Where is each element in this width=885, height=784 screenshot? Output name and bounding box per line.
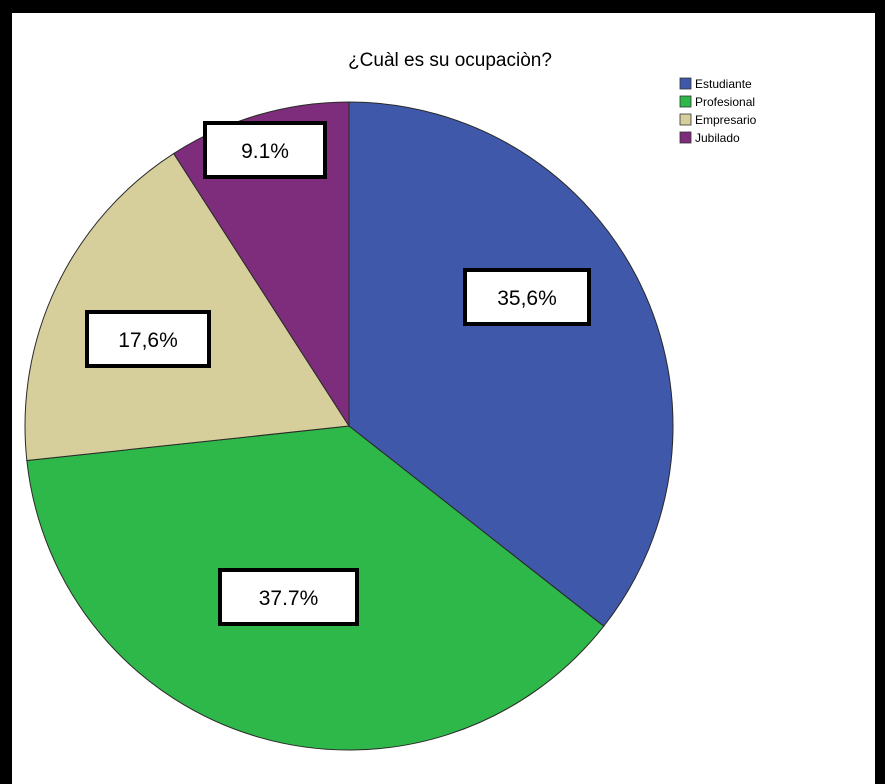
- pie-slice-jubilado: [172, 101, 350, 428]
- data-label-text: 9.1%: [241, 140, 289, 163]
- data-label-box: [463, 268, 591, 326]
- data-label-empresario: 17,6%: [85, 310, 211, 368]
- data-label-estudiante: 35,6%: [463, 268, 591, 326]
- data-label-text: 17,6%: [118, 329, 178, 352]
- data-label-box: [203, 121, 327, 179]
- legend-entry-jubilado: Jubilado: [679, 131, 740, 145]
- legend-swatch: [679, 113, 692, 126]
- chart-title: ¿Cuàl es su ocupaciòn?: [348, 50, 552, 71]
- legend-label: Jubilado: [695, 131, 740, 145]
- legend-entry-empresario: Empresario: [679, 113, 757, 127]
- data-label-box: [85, 310, 211, 368]
- pie-slices: [24, 101, 674, 751]
- data-label-text: 37.7%: [259, 587, 319, 610]
- data-label-profesional: 37.7%: [218, 568, 359, 626]
- data-label-jubilado: 9.1%: [203, 121, 327, 179]
- legend-label: Profesional: [695, 95, 755, 109]
- legend-swatch: [679, 95, 692, 108]
- legend-label: Estudiante: [695, 77, 752, 91]
- data-labels: 35,6% 37.7% 17,6% 9.1%: [85, 121, 591, 626]
- legend-entry-estudiante: Estudiante: [679, 77, 752, 91]
- pie-slice-estudiante: [348, 101, 674, 627]
- legend: Estudiante Profesional Empresario Jubilado: [679, 77, 757, 145]
- pie-slice-empresario: [24, 152, 350, 462]
- legend-label: Empresario: [695, 113, 757, 127]
- legend-swatch: [679, 77, 692, 90]
- legend-swatch: [679, 131, 692, 144]
- data-label-text: 35,6%: [497, 287, 557, 310]
- data-label-box: [218, 568, 359, 626]
- legend-entry-profesional: Profesional: [679, 95, 755, 109]
